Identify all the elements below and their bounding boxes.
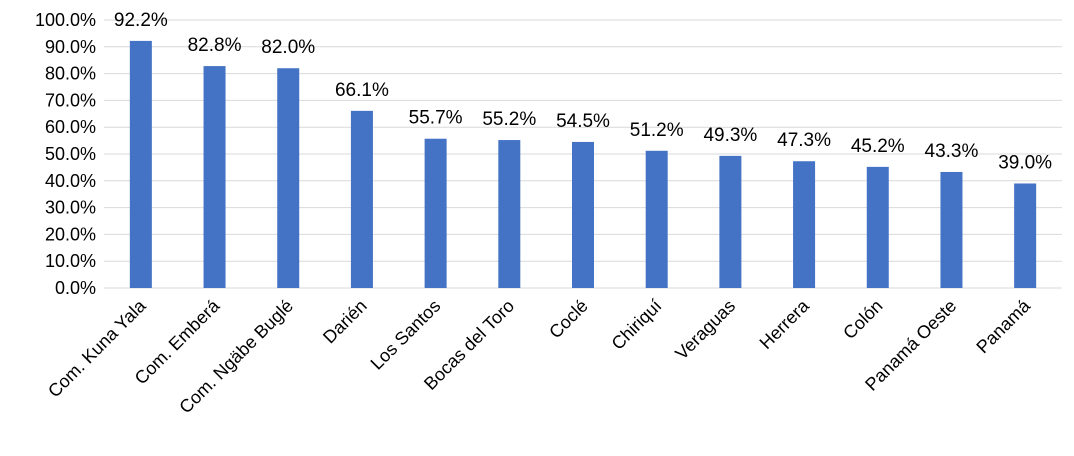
data-label: 82.8% xyxy=(188,35,242,56)
bar xyxy=(424,138,447,288)
data-label: 82.0% xyxy=(261,37,315,58)
bar xyxy=(940,171,963,288)
bar xyxy=(203,66,226,288)
y-axis: 0.0% 10.0% 20.0% 30.0% 40.0% 50.0% 60.0% 70.0% 8… xyxy=(35,10,96,298)
data-label: 39.0% xyxy=(998,152,1052,173)
bar xyxy=(866,166,889,288)
y-tick-label: 80.0% xyxy=(45,64,96,84)
bar xyxy=(129,40,152,289)
bar xyxy=(1014,183,1037,288)
category-label: Veraguas xyxy=(671,296,739,364)
bar xyxy=(793,161,816,288)
category-label: Darién xyxy=(319,296,371,348)
data-labels: 92.2% 82.8% 82.0% 66.1% 55.7% 55.2% 54.5% 51.2%… xyxy=(114,10,1052,174)
bar xyxy=(498,140,521,288)
data-label: 45.2% xyxy=(851,136,905,157)
y-tick-label: 100.0% xyxy=(35,10,96,30)
data-label: 55.2% xyxy=(482,109,536,130)
data-label: 49.3% xyxy=(703,125,757,146)
data-label: 55.7% xyxy=(409,108,463,129)
y-tick-label: 20.0% xyxy=(45,224,96,244)
y-tick-label: 40.0% xyxy=(45,171,96,191)
category-label: Com. Kuna Yala xyxy=(44,295,150,401)
data-label: 92.2% xyxy=(114,10,168,31)
data-label: 66.1% xyxy=(335,80,389,101)
bar xyxy=(572,141,594,288)
y-tick-label: 0.0% xyxy=(55,278,96,298)
bar xyxy=(719,155,742,288)
y-tick-label: 70.0% xyxy=(45,90,96,110)
category-label: Chiriquí xyxy=(608,296,666,354)
bar xyxy=(277,68,300,289)
category-label: Coclé xyxy=(545,296,592,343)
y-tick-label: 60.0% xyxy=(45,117,96,137)
bars xyxy=(129,40,1037,289)
data-label: 47.3% xyxy=(777,130,831,151)
y-tick-label: 90.0% xyxy=(45,37,96,57)
bar xyxy=(645,150,668,288)
bar xyxy=(350,110,373,289)
data-label: 51.2% xyxy=(630,120,684,141)
data-label: 54.5% xyxy=(556,111,610,132)
data-label: 43.3% xyxy=(925,141,979,162)
y-tick-label: 30.0% xyxy=(45,198,96,218)
y-tick-label: 10.0% xyxy=(45,251,96,271)
category-label: Los Santos xyxy=(367,296,445,374)
y-tick-label: 50.0% xyxy=(45,144,96,164)
category-label: Colón xyxy=(839,296,886,343)
category-label: Herrera xyxy=(756,295,814,353)
category-label: Panamá xyxy=(972,295,1034,357)
